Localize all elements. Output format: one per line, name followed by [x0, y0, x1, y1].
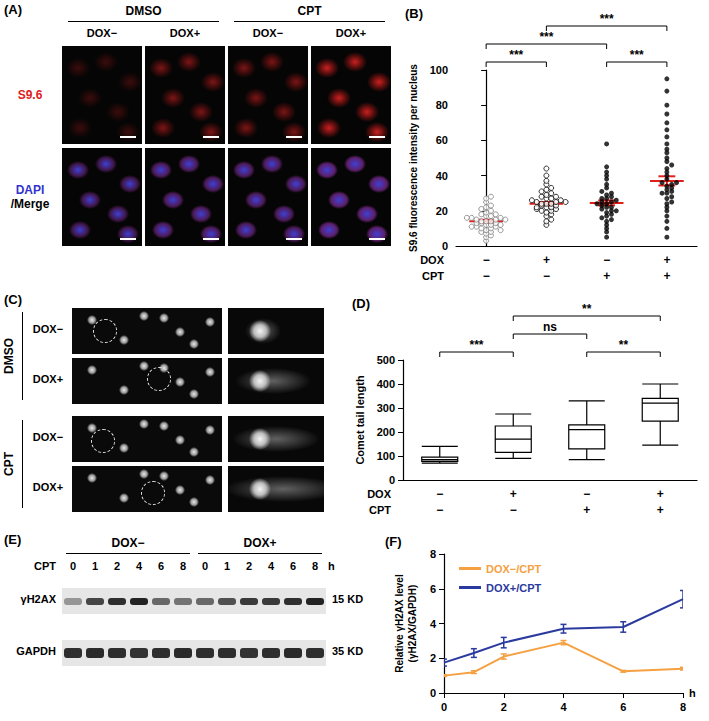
html-text:(A): (A)	[4, 2, 22, 17]
html-text:DAPI: DAPI	[15, 183, 45, 197]
html-text:8: 8	[179, 560, 187, 572]
html-text:DOX−: DOX−	[252, 27, 284, 39]
svg-text:h: h	[689, 687, 696, 699]
html-text:0: 0	[201, 560, 209, 572]
svg-text:−: −	[603, 253, 610, 267]
svg-text:0: 0	[441, 701, 447, 713]
svg-text:***: ***	[630, 48, 644, 62]
html-text:DOX−: DOX−	[86, 27, 118, 39]
svg-text:−: −	[483, 269, 490, 283]
html-text:15 KD: 15 KD	[332, 593, 364, 605]
html-text:35 KD: 35 KD	[332, 645, 364, 657]
svg-text:20: 20	[436, 205, 448, 217]
html-text:DOX+: DOX+	[243, 536, 277, 550]
html-text:DOX+: DOX+	[169, 27, 201, 39]
svg-text:+: +	[543, 253, 550, 267]
svg-text:−: −	[483, 253, 490, 267]
svg-text:Relative γH2AX level: Relative γH2AX level	[394, 574, 405, 673]
html-text:DOX+: DOX+	[32, 373, 64, 385]
html-text:6: 6	[157, 560, 165, 572]
html-text:2: 2	[113, 560, 121, 572]
svg-text:+: +	[657, 503, 664, 517]
svg-text:200: 200	[377, 426, 395, 438]
svg-text:−: −	[510, 503, 517, 517]
svg-text:(D): (D)	[352, 296, 370, 311]
html-text:1: 1	[223, 560, 231, 572]
svg-text:0: 0	[442, 240, 448, 252]
html-text:0: 0	[69, 560, 77, 572]
svg-text:+: +	[603, 269, 610, 283]
html-text:8: 8	[311, 560, 319, 572]
svg-text:6: 6	[430, 583, 436, 595]
svg-text:400: 400	[377, 378, 395, 390]
svg-text:−: −	[543, 269, 550, 283]
svg-text:−: −	[583, 487, 590, 501]
svg-text:CPT: CPT	[422, 270, 444, 282]
html-text:CPT: CPT	[34, 560, 56, 572]
svg-text:Comet tail length: Comet tail length	[354, 375, 366, 465]
html-text:DMSO: DMSO	[125, 4, 162, 18]
svg-text:DOX: DOX	[420, 254, 445, 266]
svg-text:DOX+/CPT: DOX+/CPT	[486, 582, 542, 594]
html-text:γH2AX: γH2AX	[20, 593, 56, 605]
svg-text:(F): (F)	[385, 534, 402, 549]
svg-text:***: ***	[469, 338, 483, 352]
svg-text:60: 60	[436, 134, 448, 146]
html-text:/Merge: /Merge	[10, 197, 50, 211]
svg-text:***: ***	[509, 48, 523, 62]
html-text:4: 4	[135, 560, 143, 572]
html-text:DOX+: DOX+	[335, 27, 367, 39]
svg-text:S9.6 fluorescence intensity pe: S9.6 fluorescence intensity per nucleus	[408, 64, 419, 252]
svg-text:**: **	[619, 338, 629, 352]
svg-text:DOX−/CPT: DOX−/CPT	[486, 563, 542, 575]
svg-text:8: 8	[430, 548, 436, 560]
svg-text:ns: ns	[543, 320, 557, 334]
html-text:h: h	[328, 560, 335, 572]
html-text:1: 1	[91, 560, 99, 572]
svg-text:***: ***	[600, 12, 614, 26]
svg-text:+: +	[663, 253, 670, 267]
svg-text:(γH2AX/GAPDH): (γH2AX/GAPDH)	[407, 585, 418, 663]
svg-text:DOX: DOX	[367, 488, 392, 500]
svg-text:100: 100	[430, 64, 448, 76]
svg-text:8: 8	[680, 701, 686, 713]
svg-text:500: 500	[377, 354, 395, 366]
svg-text:+: +	[583, 503, 590, 517]
html-text:CPT: CPT	[2, 452, 16, 476]
html-text:DOX−: DOX−	[111, 536, 145, 550]
html-text:6: 6	[289, 560, 297, 572]
svg-text:***: ***	[539, 30, 553, 44]
html-text:GAPDH: GAPDH	[16, 645, 56, 657]
svg-text:40: 40	[436, 170, 448, 182]
html-text:(E): (E)	[4, 532, 22, 547]
html-text:CPT: CPT	[297, 4, 322, 18]
svg-text:4: 4	[430, 618, 437, 630]
svg-text:0: 0	[389, 474, 395, 486]
html-text:S9.6: S9.6	[17, 88, 43, 102]
svg-text:−: −	[436, 487, 443, 501]
svg-text:CPT: CPT	[369, 504, 391, 516]
html-text:DMSO: DMSO	[2, 338, 16, 374]
svg-text:2: 2	[501, 701, 507, 713]
svg-text:+: +	[663, 269, 670, 283]
svg-text:(B): (B)	[405, 6, 423, 21]
html-text:DOX+: DOX+	[32, 481, 64, 493]
svg-text:+: +	[657, 487, 664, 501]
svg-text:4: 4	[560, 701, 567, 713]
svg-text:2: 2	[430, 652, 436, 664]
html-text:2: 2	[245, 560, 253, 572]
html-text:DOX−: DOX−	[32, 323, 64, 335]
html-text:4: 4	[267, 560, 275, 572]
html-text:DOX−: DOX−	[32, 431, 64, 443]
svg-text:300: 300	[377, 402, 395, 414]
svg-text:6: 6	[620, 701, 626, 713]
svg-text:80: 80	[436, 99, 448, 111]
svg-text:**: **	[582, 302, 592, 316]
html-text:(C): (C)	[4, 292, 22, 307]
svg-text:−: −	[436, 503, 443, 517]
svg-text:100: 100	[377, 450, 395, 462]
svg-text:+: +	[510, 487, 517, 501]
svg-text:0: 0	[430, 687, 436, 699]
